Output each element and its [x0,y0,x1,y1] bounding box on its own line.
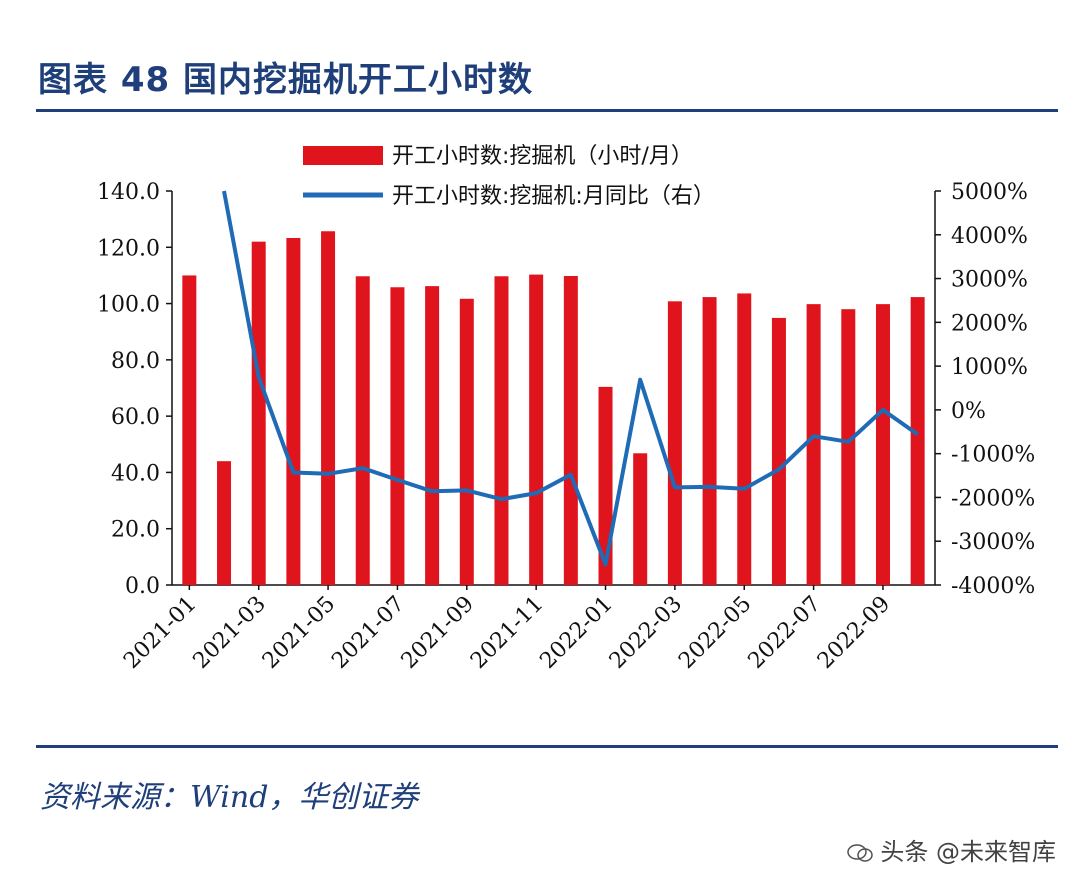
bar [182,275,197,585]
bar [355,276,370,585]
bar [217,461,232,585]
y-right-tick-label: -1000% [951,443,1035,468]
x-tick-label: 2021-05 [258,592,340,674]
legend-bar-label: 开工小时数:挖掘机（小时/月） [392,144,693,169]
top-rule [36,109,1058,112]
x-tick-label: 2022-01 [535,592,617,674]
bottom-rule [36,745,1058,748]
x-tick-label: 2021-01 [119,592,201,674]
line-series [222,190,919,567]
x-tick-label: 2022-05 [674,592,756,674]
bar [806,304,821,585]
bar [737,293,752,585]
watermark: 头条 @未来智库 [846,832,1056,867]
x-tick-label: 2021-03 [189,592,271,674]
y-left-tick-label: 0.0 [125,574,160,599]
y-right-tick-label: 2000% [951,311,1028,336]
x-tick-label: 2021-09 [397,592,479,674]
legend: 开工小时数:挖掘机（小时/月） 开工小时数:挖掘机:月同比（右） [303,144,715,209]
bar [771,317,786,585]
y-right-tick-label: 4000% [951,224,1028,249]
bar-series [182,231,925,585]
yoy-line [222,190,919,567]
x-tick-label: 2022-09 [813,592,895,674]
bar [702,297,717,585]
legend-bar-swatch [303,146,383,165]
y-right-tick-label: -4000% [951,574,1035,599]
bar [425,286,440,585]
source-note: 资料来源：Wind，华创证券 [40,780,419,815]
bar [459,298,474,585]
watermark-text: 头条 @未来智库 [880,838,1056,866]
y-left-tick-label: 40.0 [111,461,160,486]
bar [633,453,648,585]
figure-title: 图表 48 国内挖掘机开工小时数 [38,60,533,100]
x-tick-label: 2021-07 [327,592,409,674]
y-right-tick-label: -2000% [951,486,1035,511]
y-left-tick-label: 80.0 [111,349,160,374]
bar [529,274,544,585]
bar [494,276,509,585]
x-tick-label: 2022-03 [605,592,687,674]
y-left-tick-label: 140.0 [97,180,160,205]
bar [251,241,266,585]
legend-line-label: 开工小时数:挖掘机:月同比（右） [392,184,715,209]
y-right-tick-label: -3000% [951,530,1035,555]
y-right-tick-label: 5000% [951,180,1028,205]
y-left-tick-label: 20.0 [111,518,160,543]
y-left-tick-label: 100.0 [97,293,160,318]
bar [286,237,301,585]
bar [563,275,578,585]
x-tick-label: 2022-07 [744,592,826,674]
chart: 开工小时数:挖掘机（小时/月） 开工小时数:挖掘机:月同比（右） 140.0 12… [97,144,1035,674]
watermark-logo-icon [846,844,873,862]
y-left-tick-label: 120.0 [97,236,160,261]
bar [841,309,856,585]
bar [390,287,405,585]
bar [321,231,336,585]
bar [910,297,925,585]
y-left-tick-label: 60.0 [111,405,160,430]
y-right-tick-label: 0% [951,399,986,424]
bar [875,304,890,585]
y-right-tick-label: 3000% [951,268,1028,293]
bar [667,301,682,585]
y-right-tick-label: 1000% [951,355,1028,380]
x-tick-label: 2021-11 [466,592,548,674]
